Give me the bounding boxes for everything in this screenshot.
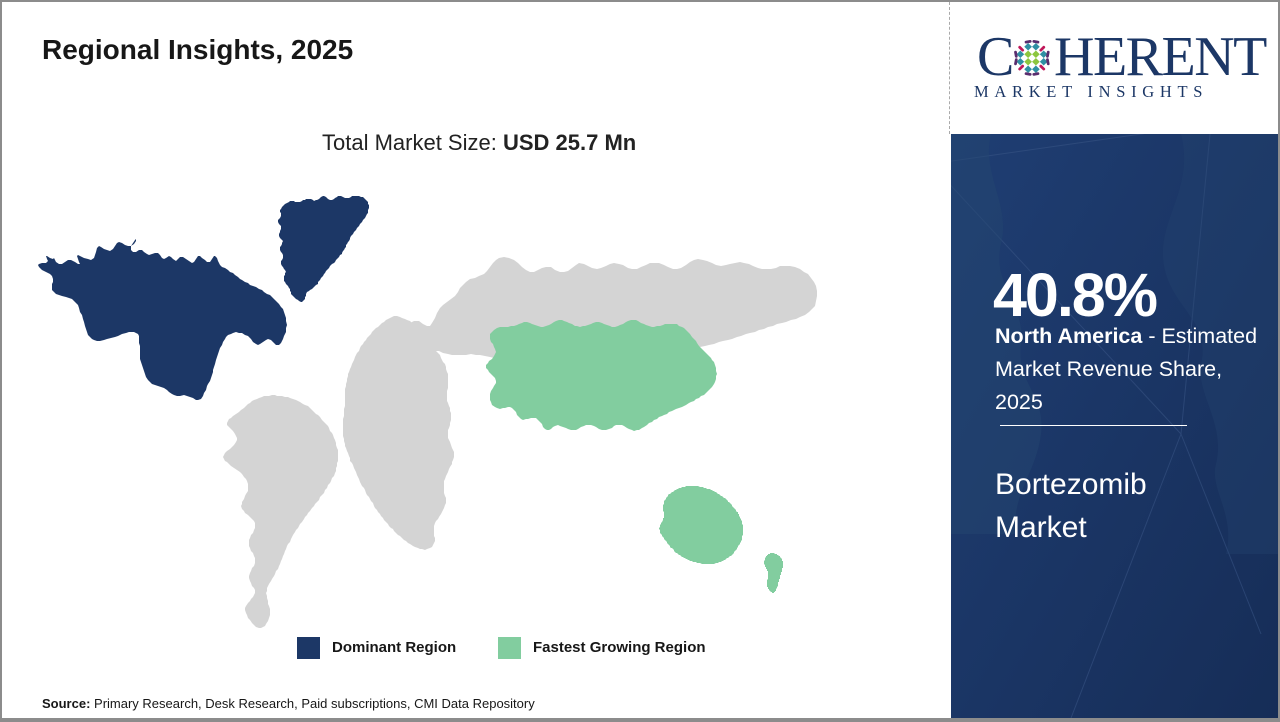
svg-text:HERENT: HERENT bbox=[1054, 26, 1267, 88]
svg-text:C: C bbox=[977, 26, 1012, 88]
svg-text:MARKET INSIGHTS: MARKET INSIGHTS bbox=[974, 82, 1208, 101]
